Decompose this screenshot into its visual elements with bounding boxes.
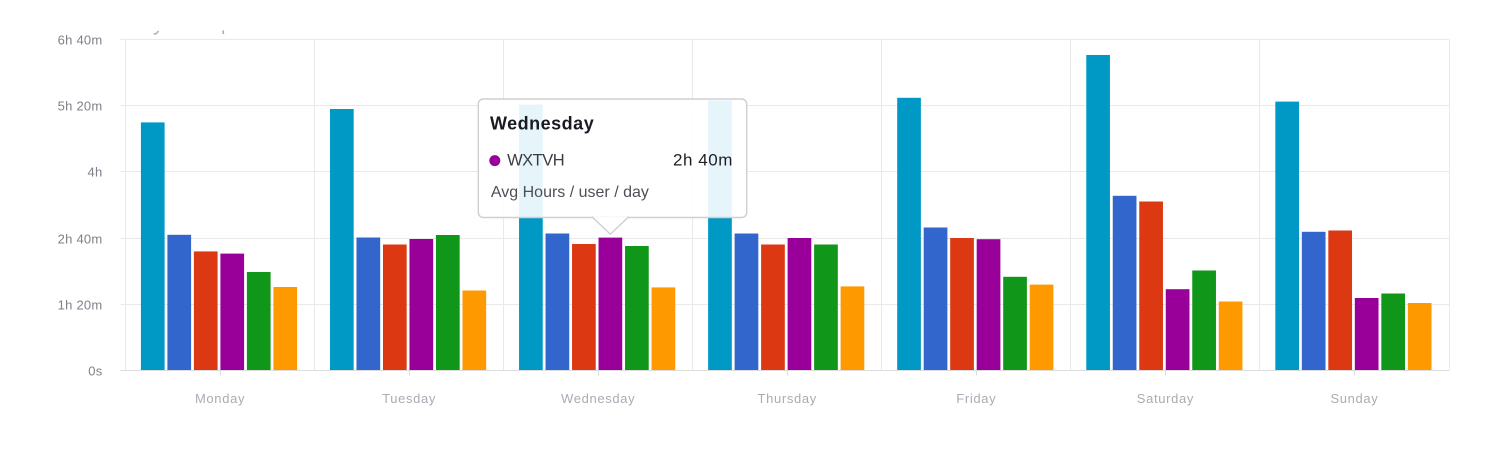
svg-text:Saturday: Saturday [1137, 391, 1194, 406]
svg-text:5h 20m: 5h 20m [58, 98, 103, 113]
svg-text:0s: 0s [88, 363, 102, 378]
svg-text:Monday: Monday [195, 391, 245, 406]
svg-text:4h: 4h [88, 164, 103, 179]
svg-text:Thursday: Thursday [758, 391, 817, 406]
svg-text:WXTVH: WXTVH [507, 151, 564, 169]
svg-text:Avg Hours / user / day: Avg Hours / user / day [491, 184, 649, 201]
svg-text:1h 20m: 1h 20m [58, 297, 103, 312]
svg-text:Wednesday: Wednesday [561, 391, 635, 406]
svg-text:Wednesday: Wednesday [490, 114, 594, 134]
svg-text:2h 40m: 2h 40m [58, 231, 103, 246]
svg-text:Friday: Friday [956, 391, 996, 406]
svg-text:2h 40m: 2h 40m [673, 150, 733, 169]
svg-text:Tuesday: Tuesday [382, 391, 436, 406]
svg-text:6h 40m: 6h 40m [58, 32, 103, 47]
svg-text:Sunday: Sunday [1330, 391, 1378, 406]
